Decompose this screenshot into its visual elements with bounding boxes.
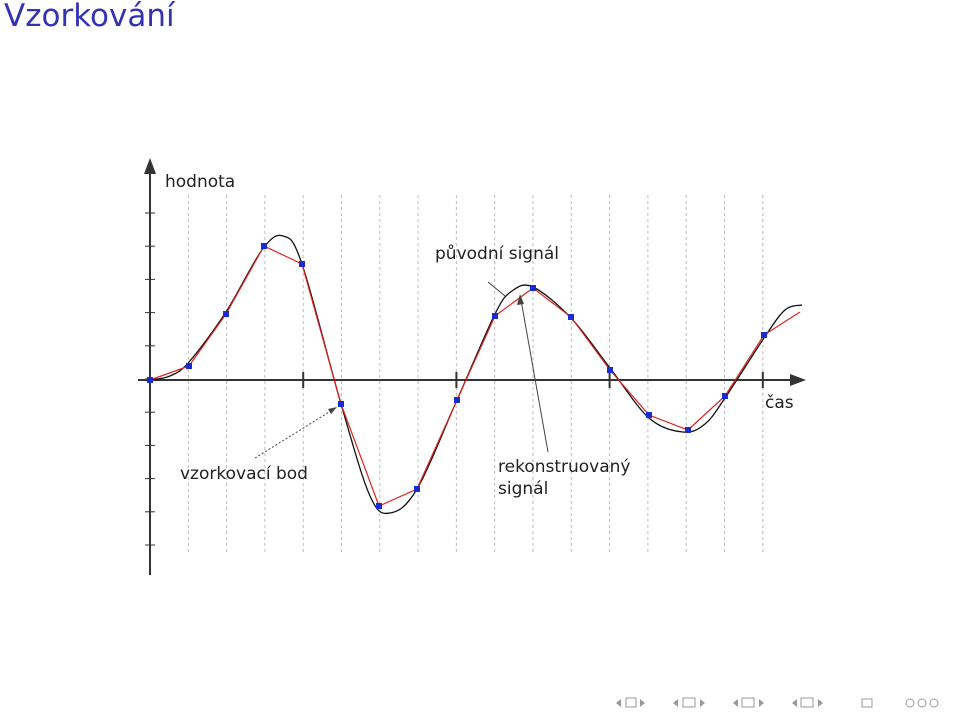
reconstructed-label-1: rekonstruovaný bbox=[498, 457, 631, 477]
sample-pointer bbox=[254, 408, 335, 459]
original-pointer bbox=[487, 281, 506, 297]
sample-point bbox=[530, 285, 536, 291]
y-arrow bbox=[144, 158, 156, 174]
sample-point bbox=[299, 261, 305, 267]
sample-point bbox=[147, 377, 153, 383]
sample-point bbox=[722, 393, 728, 399]
sample-point bbox=[568, 314, 574, 320]
sample-point bbox=[223, 311, 229, 317]
sample-point bbox=[761, 332, 767, 338]
reconstructed-label-2: signál bbox=[498, 479, 548, 499]
sample-point bbox=[646, 412, 652, 418]
reconstructed-pointer-head bbox=[517, 294, 524, 305]
sample-point bbox=[685, 427, 691, 433]
x-arrow bbox=[790, 374, 806, 386]
navigation-icons bbox=[616, 697, 939, 708]
y-axis-label: hodnota bbox=[165, 172, 235, 192]
sample-point bbox=[414, 486, 420, 492]
x-axis-label: čas bbox=[765, 393, 794, 413]
original-label: původní signál bbox=[435, 244, 559, 264]
slide-title: Vzorkování bbox=[4, 0, 175, 34]
sample-point bbox=[607, 367, 613, 373]
sample-pointer-head bbox=[328, 407, 337, 414]
sample-point bbox=[338, 401, 344, 407]
sample-label: vzorkovací bod bbox=[180, 464, 308, 484]
sample-point bbox=[261, 243, 267, 249]
sample-point bbox=[376, 503, 382, 509]
sample-point bbox=[492, 313, 498, 319]
reconstructed-pointer bbox=[520, 299, 549, 453]
sample-point bbox=[186, 363, 192, 369]
sample-points bbox=[147, 243, 767, 509]
sample-point bbox=[454, 397, 460, 403]
reconstructed-signal bbox=[149, 245, 801, 507]
